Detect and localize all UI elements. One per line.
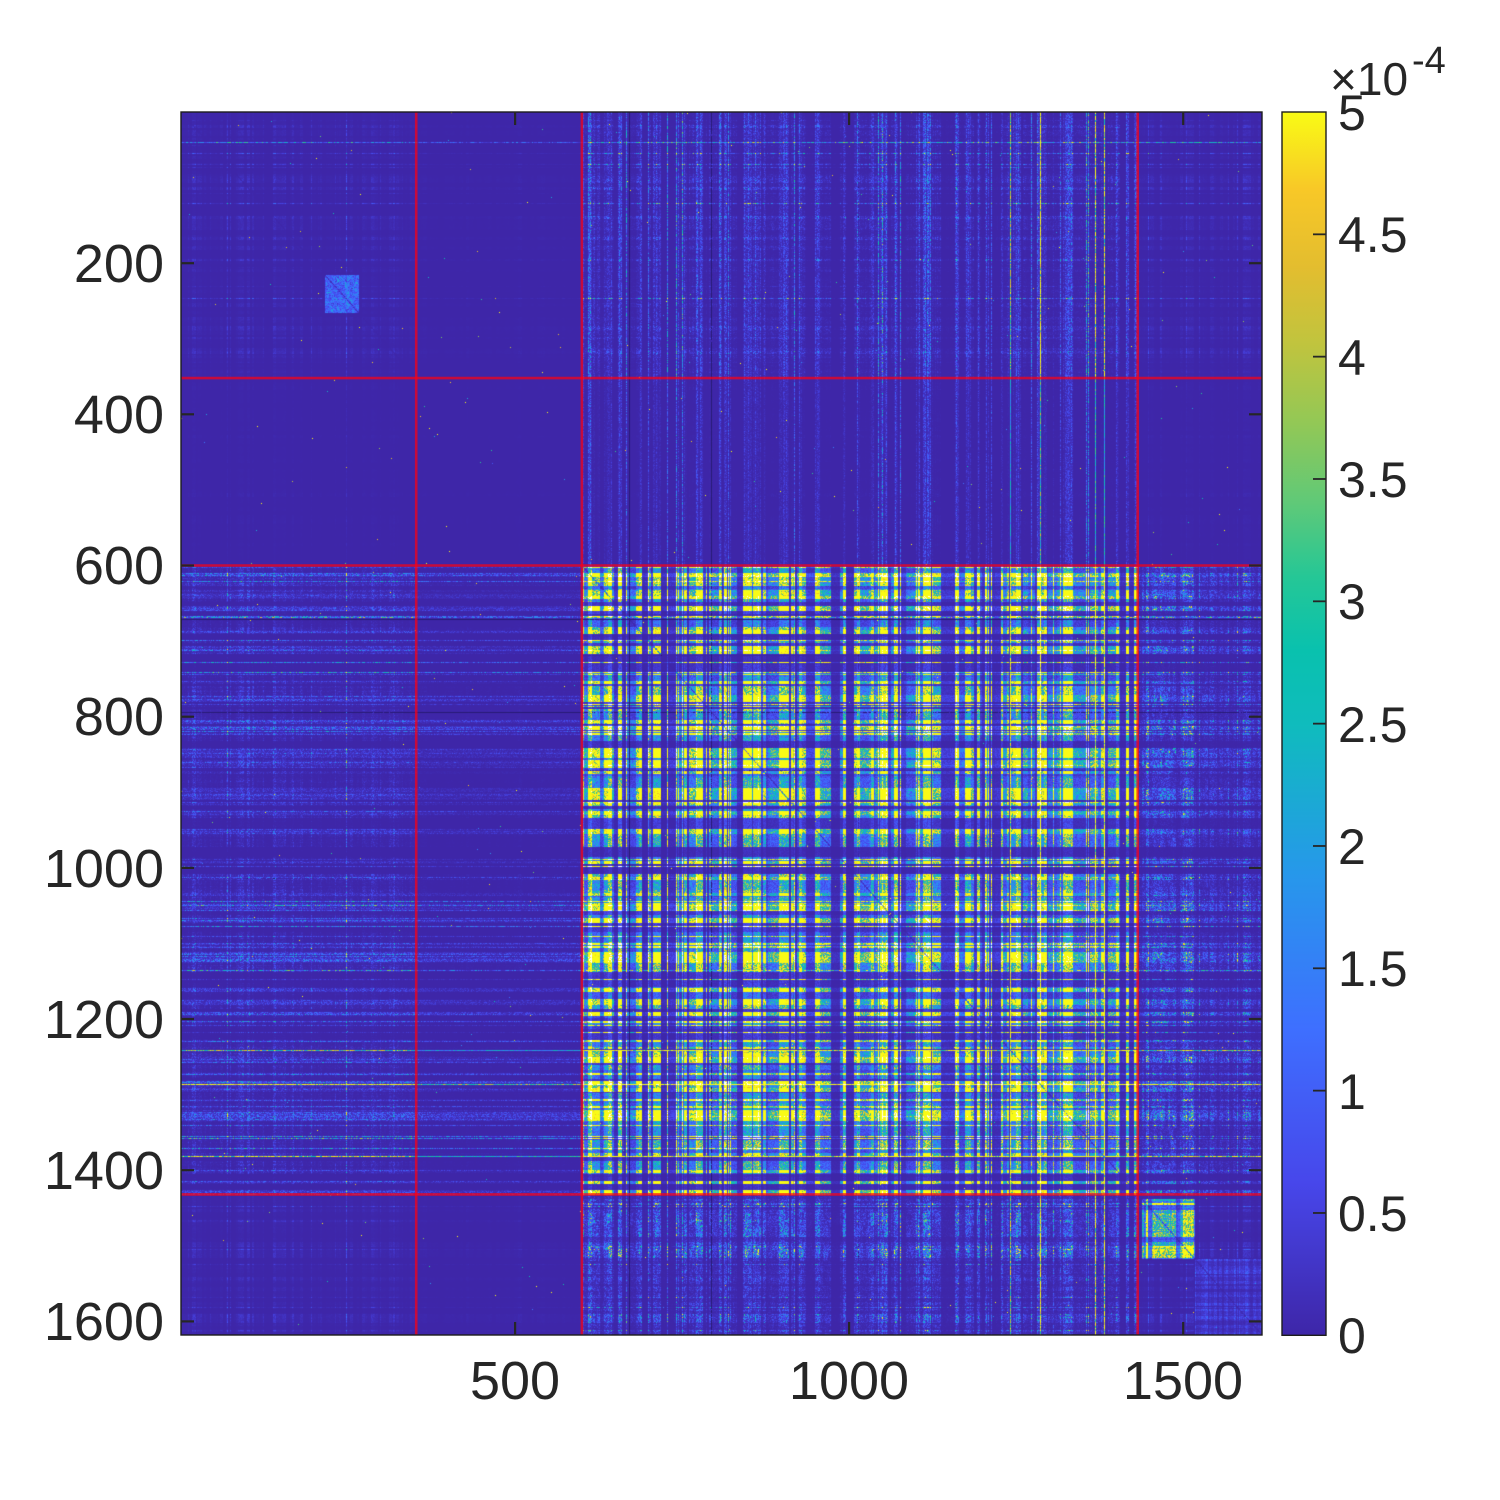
svg-text:1600: 1600	[44, 1292, 164, 1352]
svg-text:400: 400	[74, 385, 164, 445]
svg-text:1.5: 1.5	[1338, 941, 1408, 997]
svg-text:-4: -4	[1412, 40, 1446, 82]
svg-text:1000: 1000	[789, 1351, 909, 1411]
svg-text:1: 1	[1338, 1064, 1366, 1120]
svg-text:3: 3	[1338, 574, 1366, 630]
svg-text:2: 2	[1338, 819, 1366, 875]
svg-text:1000: 1000	[44, 839, 164, 899]
svg-text:800: 800	[74, 687, 164, 747]
svg-text:0.5: 0.5	[1338, 1186, 1408, 1242]
svg-text:600: 600	[74, 536, 164, 596]
svg-text:0: 0	[1338, 1308, 1366, 1364]
svg-text:1400: 1400	[44, 1141, 164, 1201]
svg-text:2.5: 2.5	[1338, 697, 1408, 753]
svg-text:1500: 1500	[1123, 1351, 1243, 1411]
svg-text:1200: 1200	[44, 990, 164, 1050]
svg-text:×10: ×10	[1330, 53, 1408, 105]
svg-text:4.5: 4.5	[1338, 207, 1408, 263]
svg-text:5: 5	[1338, 85, 1366, 141]
svg-text:3.5: 3.5	[1338, 452, 1408, 508]
svg-text:200: 200	[74, 234, 164, 294]
svg-text:4: 4	[1338, 330, 1366, 386]
svg-text:500: 500	[470, 1351, 560, 1411]
